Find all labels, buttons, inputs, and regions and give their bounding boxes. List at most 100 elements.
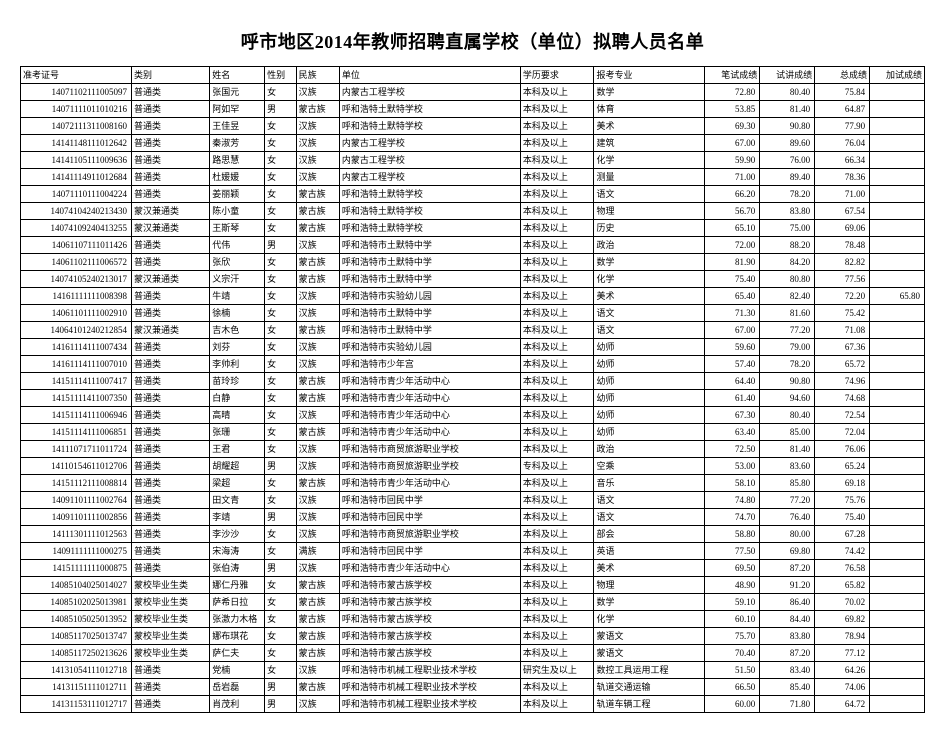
cell: 蒙汉兼通类 (131, 322, 209, 339)
cell: 14141114911012684 (21, 169, 132, 186)
cell: 女 (265, 492, 297, 509)
cell: 幼师 (594, 339, 705, 356)
cell: 58.10 (705, 475, 760, 492)
cell: 67.54 (815, 203, 870, 220)
cell: 14141105111009636 (21, 152, 132, 169)
cell: 85.00 (760, 424, 815, 441)
table-row: 14161114111007010普通类李帅利女汉族呼和浩特市少年宫本科及以上幼… (21, 356, 925, 373)
cell: 呼和浩特市实验幼儿园 (339, 288, 520, 305)
cell: 呼和浩特市蒙古族学校 (339, 594, 520, 611)
cell: 67.28 (815, 526, 870, 543)
cell: 本科及以上 (520, 594, 594, 611)
cell: 男 (265, 458, 297, 475)
cell: 14074105240213017 (21, 271, 132, 288)
cell: 刘芬 (210, 339, 265, 356)
cell: 女 (265, 594, 297, 611)
cell: 男 (265, 237, 297, 254)
table-row: 14061101111002910普通类徐楠女汉族呼和浩特市土默特中学本科及以上… (21, 305, 925, 322)
cell: 80.00 (760, 526, 815, 543)
table-row: 14074109240413255蒙汉兼通类王斯琴女蒙古族呼和浩特土默特学校本科… (21, 220, 925, 237)
cell (870, 339, 925, 356)
cell: 白静 (210, 390, 265, 407)
cell: 幼师 (594, 373, 705, 390)
cell: 呼和浩特土默特学校 (339, 220, 520, 237)
cell: 研究生及以上 (520, 662, 594, 679)
cell: 14151112111008814 (21, 475, 132, 492)
cell: 59.90 (705, 152, 760, 169)
table-row: 14085102025013981蒙校毕业生类萨希日拉女蒙古族呼和浩特市蒙古族学… (21, 594, 925, 611)
cell: 67.00 (705, 135, 760, 152)
cell: 专科及以上 (520, 458, 594, 475)
cell: 女 (265, 271, 297, 288)
cell: 路思慧 (210, 152, 265, 169)
cell: 14061102111006572 (21, 254, 132, 271)
cell: 蒙古族 (296, 628, 339, 645)
table-row: 14110154611012706普通类胡耀超男汉族呼和浩特市商贸旅游职业学校专… (21, 458, 925, 475)
cell: 普通类 (131, 662, 209, 679)
cell: 男 (265, 696, 297, 713)
cell: 姜丽颖 (210, 186, 265, 203)
cell: 蒙古族 (296, 220, 339, 237)
col-header: 报考专业 (594, 67, 705, 84)
cell: 普通类 (131, 509, 209, 526)
cell: 本科及以上 (520, 526, 594, 543)
cell: 14111301111012563 (21, 526, 132, 543)
cell: 83.60 (760, 458, 815, 475)
cell (870, 424, 925, 441)
cell (870, 186, 925, 203)
cell: 58.80 (705, 526, 760, 543)
cell: 杜媛媛 (210, 169, 265, 186)
cell (870, 373, 925, 390)
cell: 本科及以上 (520, 203, 594, 220)
cell: 普通类 (131, 84, 209, 101)
cell: 61.40 (705, 390, 760, 407)
cell: 汉族 (296, 662, 339, 679)
cell: 59.10 (705, 594, 760, 611)
cell: 普通类 (131, 543, 209, 560)
cell: 化学 (594, 271, 705, 288)
cell: 83.80 (760, 628, 815, 645)
cell: 呼和浩特市土默特中学 (339, 237, 520, 254)
cell: 本科及以上 (520, 101, 594, 118)
cell: 59.60 (705, 339, 760, 356)
cell (870, 271, 925, 288)
cell: 60.10 (705, 611, 760, 628)
cell: 蒙古族 (296, 203, 339, 220)
cell: 本科及以上 (520, 186, 594, 203)
cell: 14061107111011426 (21, 237, 132, 254)
table-row: 14091111111000275普通类宋海涛女满族呼和浩特市回民中学本科及以上… (21, 543, 925, 560)
cell: 党楠 (210, 662, 265, 679)
cell: 83.80 (760, 203, 815, 220)
cell: 梁超 (210, 475, 265, 492)
cell: 普通类 (131, 373, 209, 390)
cell: 肖茂利 (210, 696, 265, 713)
cell: 呼和浩特市商贸旅游职业学校 (339, 441, 520, 458)
cell: 83.40 (760, 662, 815, 679)
cell: 80.40 (760, 84, 815, 101)
cell: 75.42 (815, 305, 870, 322)
cell: 蒙汉兼通类 (131, 271, 209, 288)
cell: 75.84 (815, 84, 870, 101)
cell: 普通类 (131, 169, 209, 186)
cell: 美术 (594, 560, 705, 577)
cell (870, 492, 925, 509)
cell: 14110154611012706 (21, 458, 132, 475)
cell: 本科及以上 (520, 254, 594, 271)
cell: 蒙古族 (296, 679, 339, 696)
cell (870, 101, 925, 118)
cell: 女 (265, 339, 297, 356)
cell: 14141148111012642 (21, 135, 132, 152)
cell: 蒙古族 (296, 594, 339, 611)
cell: 普通类 (131, 135, 209, 152)
cell: 部会 (594, 526, 705, 543)
cell: 80.40 (760, 407, 815, 424)
cell: 14085104025014027 (21, 577, 132, 594)
cell: 蒙古族 (296, 271, 339, 288)
cell: 普通类 (131, 696, 209, 713)
cell: 测量 (594, 169, 705, 186)
cell: 陈小童 (210, 203, 265, 220)
cell: 14085117025013747 (21, 628, 132, 645)
cell: 代伟 (210, 237, 265, 254)
cell: 本科及以上 (520, 407, 594, 424)
cell (870, 305, 925, 322)
